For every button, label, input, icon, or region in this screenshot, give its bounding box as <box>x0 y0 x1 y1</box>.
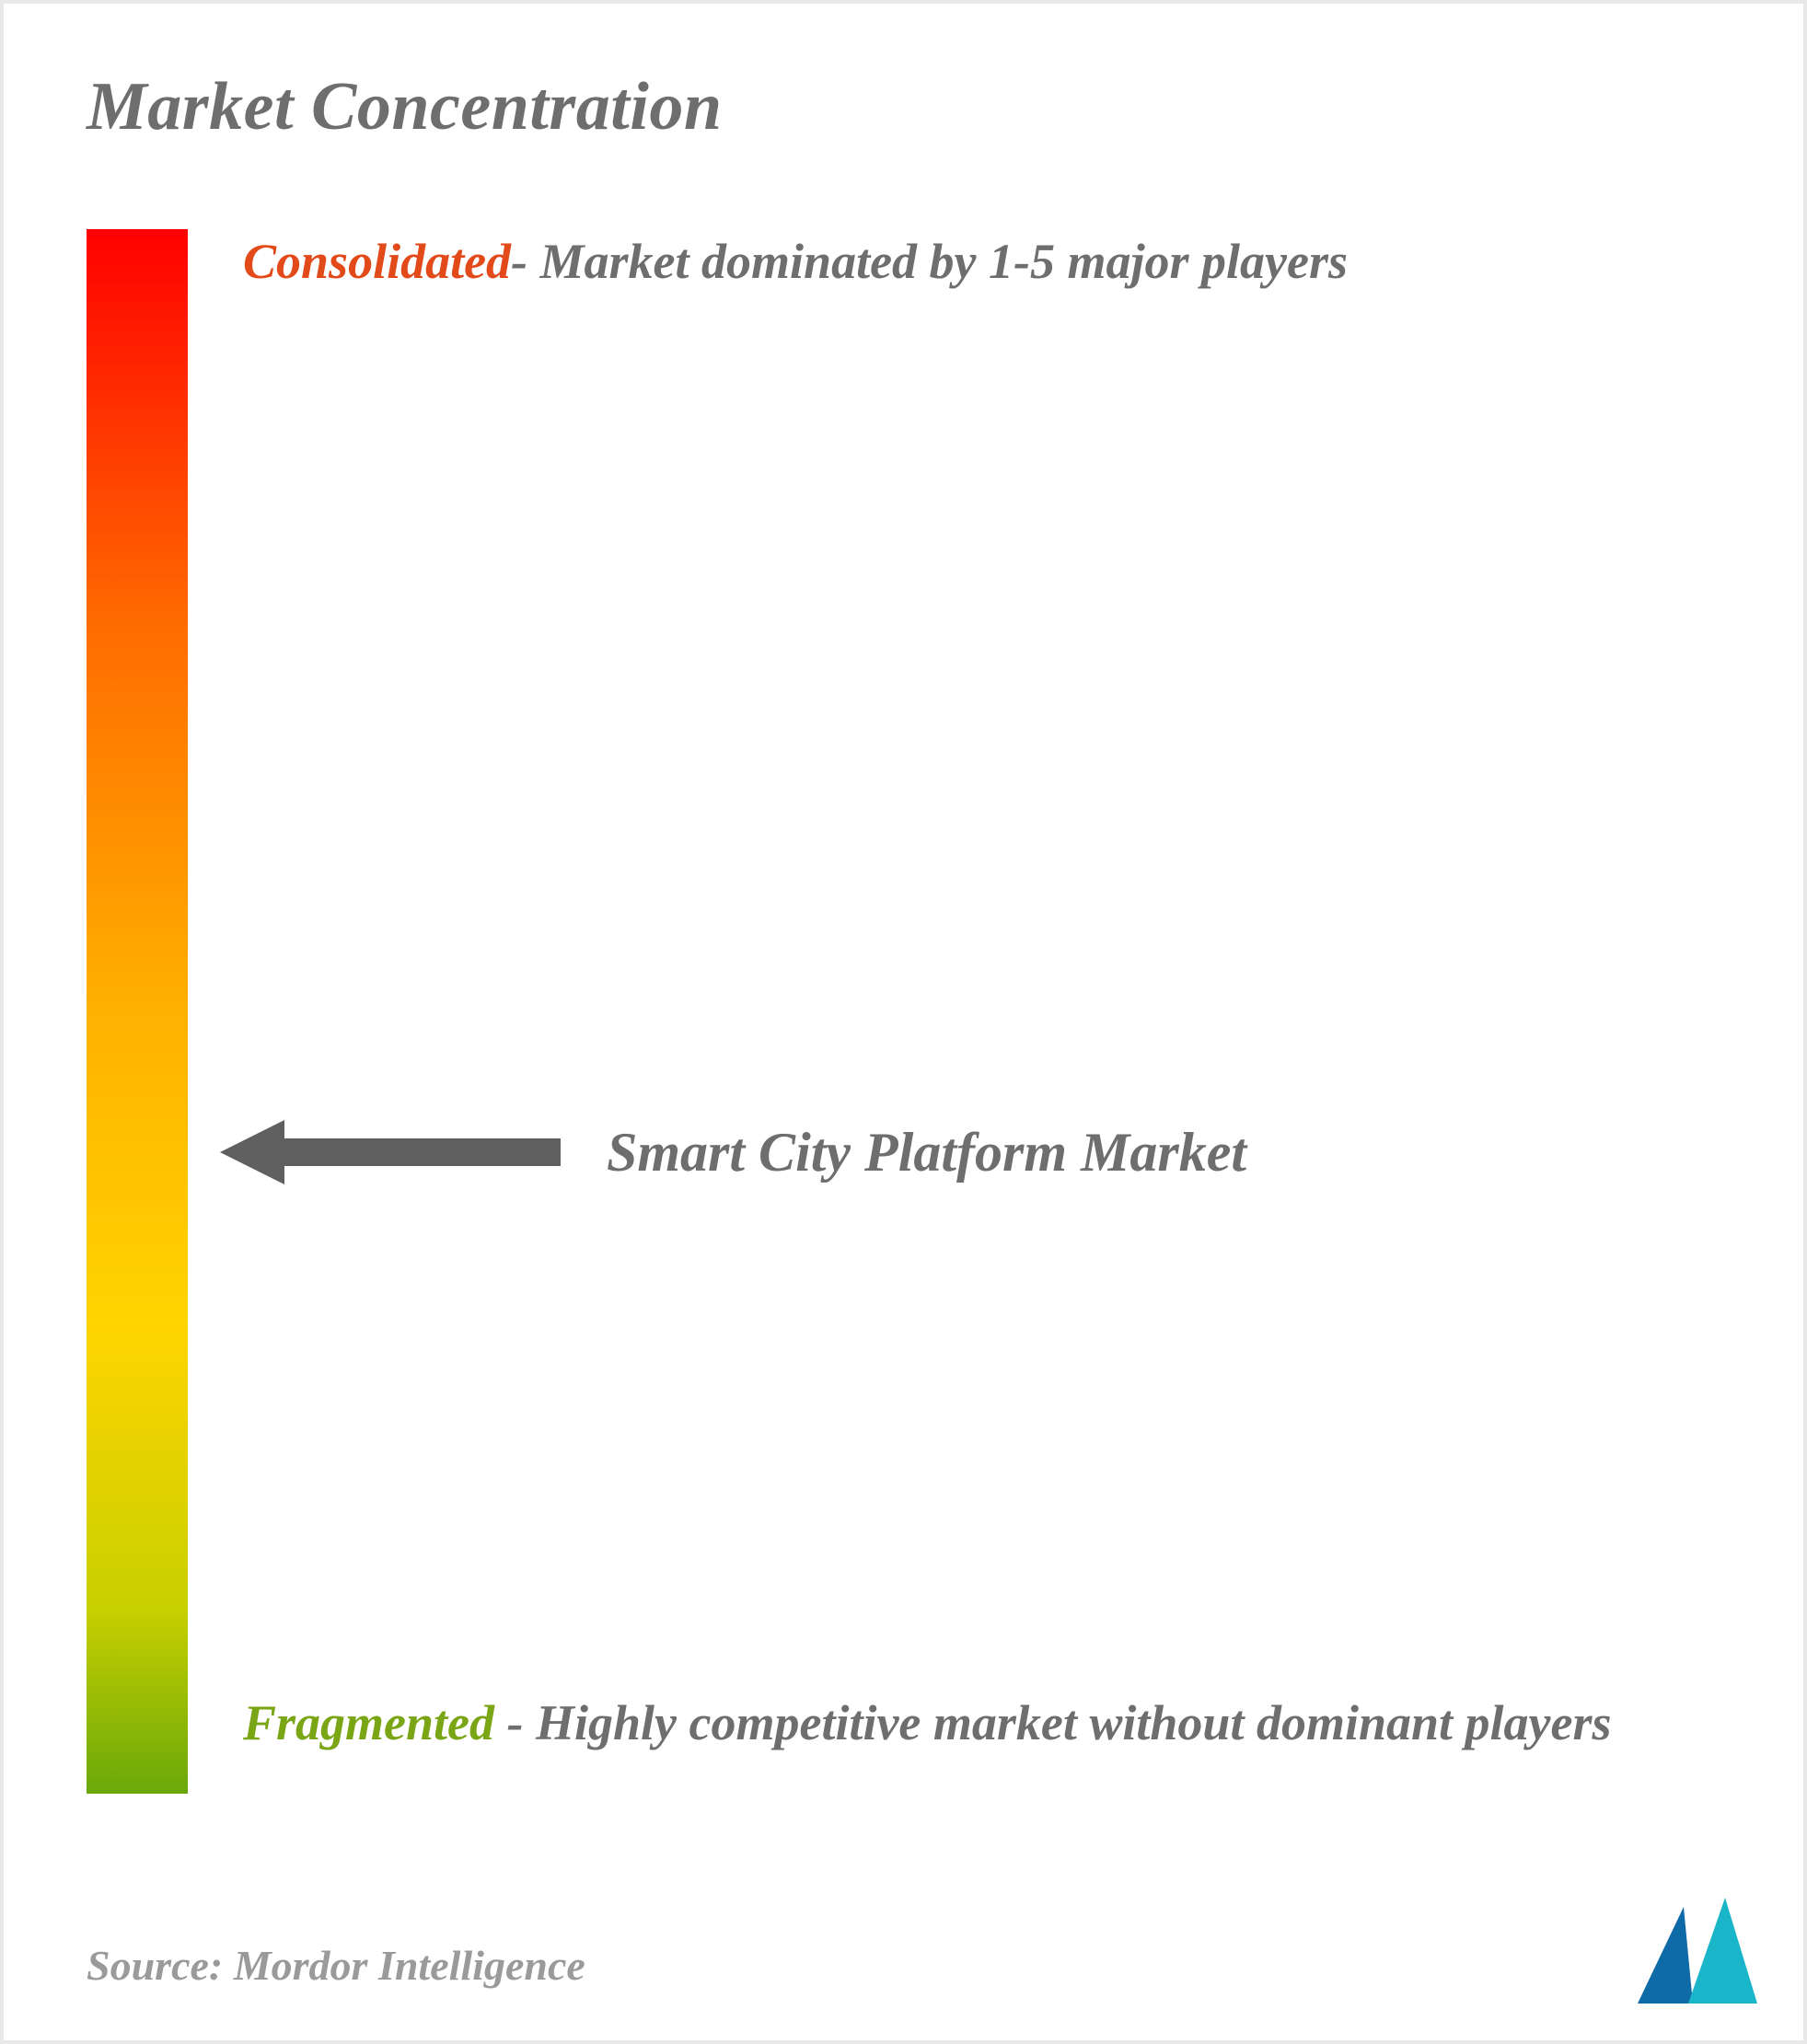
source-label: Source: <box>87 1942 223 1989</box>
market-name-text: Smart City Platform Market <box>607 1121 1246 1184</box>
chart-title: Market Concentration <box>87 68 1730 146</box>
fragmented-key: Fragmented <box>243 1695 494 1750</box>
arrow-shape <box>220 1120 561 1184</box>
logo-left-triangle <box>1638 1907 1693 2004</box>
gradient-scale-bar <box>87 229 188 1794</box>
left-arrow-icon <box>220 1115 570 1189</box>
fragmented-desc: - Highly competitive market without domi… <box>494 1695 1612 1750</box>
market-marker-row: Smart City Platform Market <box>220 1115 1693 1189</box>
logo-right-triangle <box>1688 1898 1757 2004</box>
consolidated-label: Consolidated- Market dominated by 1-5 ma… <box>243 220 1693 305</box>
source-attribution: Source: Mordor Intelligence <box>87 1941 585 1990</box>
fragmented-label: Fragmented - Highly competitive market w… <box>243 1681 1693 1766</box>
mordor-intelligence-logo-icon <box>1633 1898 1762 2008</box>
consolidated-desc: - Market dominated by 1-5 major players <box>511 234 1348 289</box>
market-concentration-card: Market Concentration Consolidated- Marke… <box>0 0 1807 2044</box>
concentration-visual: Consolidated- Market dominated by 1-5 ma… <box>87 229 1730 1794</box>
consolidated-key: Consolidated <box>243 234 511 289</box>
source-value: Mordor Intelligence <box>234 1942 585 1989</box>
